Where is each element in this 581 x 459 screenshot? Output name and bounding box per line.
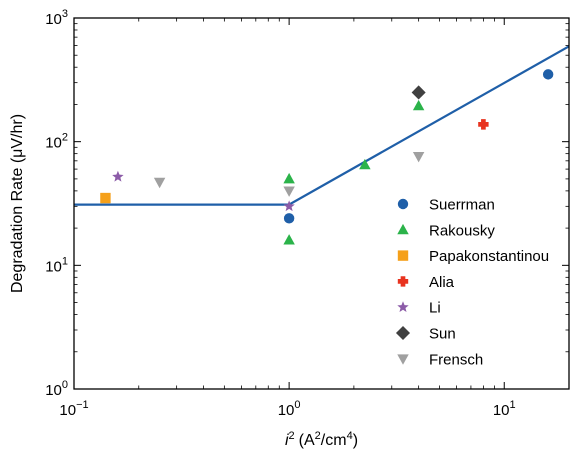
y-tick-base: 10	[45, 382, 62, 399]
y-tick-label: 103	[45, 8, 68, 28]
data-point-li	[283, 200, 295, 212]
y-tick-exponent: 1	[62, 255, 68, 267]
x-tick-base: 10	[493, 402, 510, 419]
y-tick-label: 100	[45, 379, 68, 399]
data-point-sun	[411, 85, 426, 100]
data-point-frensch	[153, 177, 166, 189]
y-tick-exponent: 0	[62, 379, 68, 391]
fit-line	[74, 45, 570, 206]
data-point-rakousky	[359, 158, 371, 170]
x-tick-label: 101	[493, 399, 516, 419]
x-tick-label: 100	[278, 399, 301, 419]
data-point-frensch	[412, 151, 425, 163]
y-tick-base: 10	[45, 135, 62, 152]
legend-label-suerrman: Suerrman	[429, 197, 495, 214]
legend-label-frensch: Frensch	[429, 351, 483, 368]
x-axis-label: i2 (A2/cm4)	[285, 430, 358, 449]
plot-frame	[73, 17, 570, 390]
legend-marker-papakonstantinou	[397, 250, 409, 261]
y-tick-label: 101	[45, 255, 68, 275]
x-tick-base: 10	[278, 402, 295, 419]
legend-label-li: Li	[429, 300, 441, 317]
x-tick-exponent: 1	[510, 399, 516, 411]
y-tick-label: 102	[45, 132, 68, 152]
data-point-rakousky	[412, 99, 425, 111]
legend-label-rakousky: Rakousky	[429, 222, 495, 239]
legend-label-alia: Alia	[429, 274, 455, 291]
data-point-alia	[478, 119, 489, 130]
data-point-rakousky	[283, 234, 295, 245]
legend-marker-li	[397, 301, 409, 313]
x-tick-exponent: −1	[76, 399, 89, 411]
legend-label-sun: Sun	[429, 326, 456, 343]
x-tick-base: 10	[59, 402, 76, 419]
y-axis-label: Degradation Rate (μV/hr)	[9, 114, 26, 293]
fit-line-layer	[74, 45, 570, 206]
data-point-rakousky	[283, 172, 295, 184]
legend-marker-rakousky	[397, 223, 409, 235]
legend: Suerrman Rakousky Papakonstantinou Alia Li Su…	[395, 197, 549, 368]
data-point-papakonstantinou	[100, 192, 111, 204]
y-tick-base: 10	[45, 11, 62, 28]
legend-marker-sun	[395, 325, 411, 341]
legend-marker-frensch	[397, 354, 409, 365]
data-point-li	[112, 170, 124, 182]
legend-label-papakonstantinou: Papakonstantinou	[429, 248, 549, 265]
x-tick-label: 10−1	[59, 399, 88, 419]
data-point-frensch	[283, 186, 295, 197]
data-point-suerrman	[542, 69, 554, 80]
legend-marker-suerrman	[397, 198, 409, 210]
y-tick-base: 10	[45, 258, 62, 275]
data-point-layer	[100, 69, 554, 245]
data-point-suerrman	[283, 213, 295, 224]
x-tick-exponent: 0	[294, 399, 300, 411]
y-tick-exponent: 3	[62, 8, 68, 20]
y-tick-exponent: 2	[62, 132, 68, 144]
legend-marker-alia	[397, 276, 409, 287]
